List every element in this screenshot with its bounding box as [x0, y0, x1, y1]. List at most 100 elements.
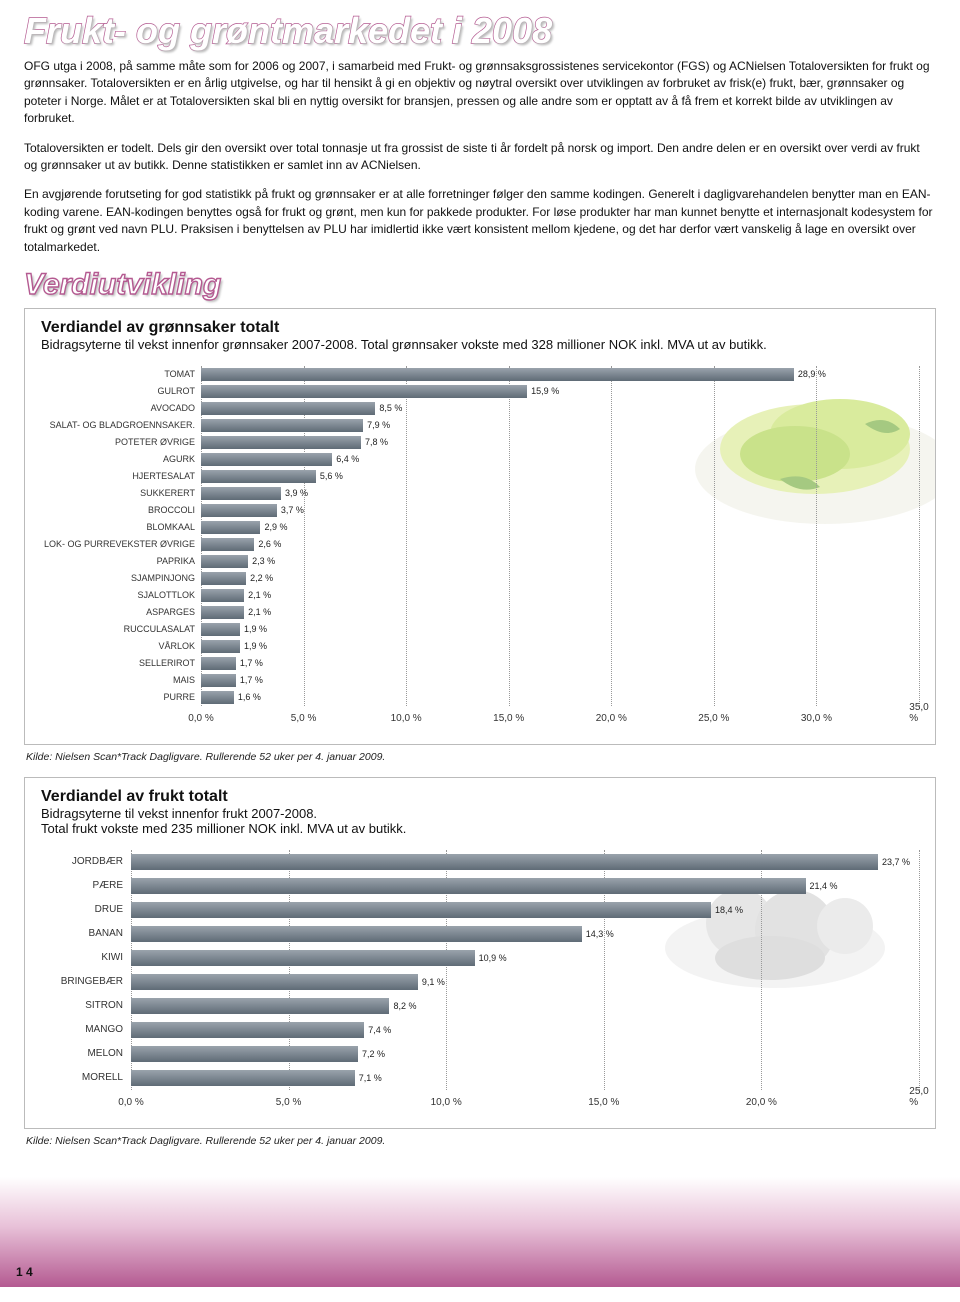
category-label: MORELL [41, 1072, 131, 1083]
data-bar [131, 998, 389, 1014]
category-label: DRUE [41, 904, 131, 915]
chart1-source: Kilde: Nielsen Scan*Track Dagligvare. Ru… [26, 751, 936, 763]
bar-area: 18,4 % [131, 898, 919, 922]
chart-row: VÅRLOK1,9 % [41, 638, 919, 655]
category-label: MAIS [41, 675, 201, 685]
chart-row: SELLERIROT1,7 % [41, 655, 919, 672]
category-label: GULROT [41, 386, 201, 396]
chart2-title: Verdiandel av frukt totalt [41, 788, 919, 806]
category-label: LOK- OG PURREVEKSTER ØVRIGE [41, 539, 201, 549]
chart1-plot: TOMAT28,9 %GULROT15,9 %AVOCADO8,5 %SALAT… [41, 366, 919, 728]
value-label: 23,7 % [882, 857, 910, 867]
data-bar [131, 878, 806, 894]
intro-paragraph-3: En avgjørende forutseting for god statis… [24, 186, 936, 256]
chart2-plot: JORDBÆR23,7 %PÆRE21,4 %DRUE18,4 %BANAN14… [41, 850, 919, 1112]
value-label: 9,1 % [422, 977, 445, 987]
chart-row: SITRON8,2 % [41, 994, 919, 1018]
bar-area: 14,3 % [131, 922, 919, 946]
data-bar [201, 623, 240, 636]
chart-row: MORELL7,1 % [41, 1066, 919, 1090]
value-label: 1,9 % [244, 641, 267, 651]
chart-row: PÆRE21,4 % [41, 874, 919, 898]
chart-row: BLOMKAAL2,9 % [41, 519, 919, 536]
bar-area: 2,2 % [201, 570, 919, 587]
category-label: ASPARGES [41, 607, 201, 617]
category-label: KIWI [41, 952, 131, 963]
x-tick-label: 15,0 % [493, 713, 524, 724]
chart-row: SUKKERERT3,9 % [41, 485, 919, 502]
intro-paragraph-2: Totaloversikten er todelt. Dels gir den … [24, 140, 936, 175]
category-label: SJALOTTLOK [41, 590, 201, 600]
data-bar [201, 470, 316, 483]
x-tick-label: 5,0 % [291, 713, 317, 724]
category-label: PAPRIKA [41, 556, 201, 566]
x-tick-label: 25,0 % [909, 1086, 928, 1108]
value-label: 15,9 % [531, 386, 559, 396]
bar-area: 8,2 % [131, 994, 919, 1018]
data-bar [201, 657, 236, 670]
data-bar [201, 691, 234, 704]
data-bar [201, 555, 248, 568]
chart-row: LOK- OG PURREVEKSTER ØVRIGE 2,6 % [41, 536, 919, 553]
category-label: RUCCULASALAT [41, 624, 201, 634]
chart-row: SJALOTTLOK 2,1 % [41, 587, 919, 604]
data-bar [201, 419, 363, 432]
category-label: SELLERIROT [41, 658, 201, 668]
x-tick-label: 35,0 % [909, 702, 928, 724]
chart-row: SJAMPINJONG2,2 % [41, 570, 919, 587]
chart-row: PAPRIKA2,3 % [41, 553, 919, 570]
bar-area: 3,7 % [201, 502, 919, 519]
x-tick-label: 15,0 % [588, 1097, 619, 1108]
value-label: 7,2 % [362, 1049, 385, 1059]
category-label: PURRE [41, 692, 201, 702]
x-tick-label: 0,0 % [118, 1097, 144, 1108]
chart-row: HJERTESALAT5,6 % [41, 468, 919, 485]
x-tick-label: 25,0 % [698, 713, 729, 724]
value-label: 6,4 % [336, 454, 359, 464]
data-bar [131, 950, 475, 966]
x-tick-label: 10,0 % [391, 713, 422, 724]
section-title: Verdiutvikling [24, 268, 936, 302]
page-title: Frukt- og grøntmarkedet i 2008 [24, 10, 936, 52]
chart-row: MANGO7,4 % [41, 1018, 919, 1042]
value-label: 2,6 % [258, 539, 281, 549]
category-label: AGURK [41, 454, 201, 464]
value-label: 8,5 % [379, 403, 402, 413]
data-bar [201, 606, 244, 619]
value-label: 2,1 % [248, 590, 271, 600]
page-footer-gradient: 1 4 [0, 1177, 960, 1287]
bar-area: 28,9 % [201, 366, 919, 383]
category-label: TOMAT [41, 369, 201, 379]
bar-area: 1,9 % [201, 638, 919, 655]
data-bar [201, 385, 527, 398]
bar-area: 1,9 % [201, 621, 919, 638]
value-label: 1,9 % [244, 624, 267, 634]
chart-row: ASPARGES 2,1 % [41, 604, 919, 621]
bar-area: 2,9 % [201, 519, 919, 536]
value-label: 5,6 % [320, 471, 343, 481]
chart-row: AGURK 6,4 % [41, 451, 919, 468]
bar-area: 3,9 % [201, 485, 919, 502]
data-bar [201, 674, 236, 687]
bar-area: 1,6 % [201, 689, 919, 706]
data-bar [131, 854, 878, 870]
bar-area: 1,7 % [201, 672, 919, 689]
data-bar [131, 1046, 358, 1062]
data-bar [201, 402, 375, 415]
chart-row: MELON7,2 % [41, 1042, 919, 1066]
x-tick-label: 0,0 % [188, 713, 214, 724]
bar-area: 8,5 % [201, 400, 919, 417]
bar-area: 2,1 % [201, 587, 919, 604]
bar-area: 7,8 % [201, 434, 919, 451]
value-label: 2,1 % [248, 607, 271, 617]
category-label: POTETER ØVRIGE [41, 437, 201, 447]
bar-area: 2,6 % [201, 536, 919, 553]
chart-row: BRINGEBÆR9,1 % [41, 970, 919, 994]
page-number: 1 4 [16, 1265, 33, 1279]
data-bar [131, 902, 711, 918]
chart-row: JORDBÆR23,7 % [41, 850, 919, 874]
data-bar [131, 974, 418, 990]
x-tick-label: 5,0 % [276, 1097, 302, 1108]
chart1-title: Verdiandel av grønnsaker totalt [41, 319, 919, 337]
chart-row: KIWI10,9 % [41, 946, 919, 970]
